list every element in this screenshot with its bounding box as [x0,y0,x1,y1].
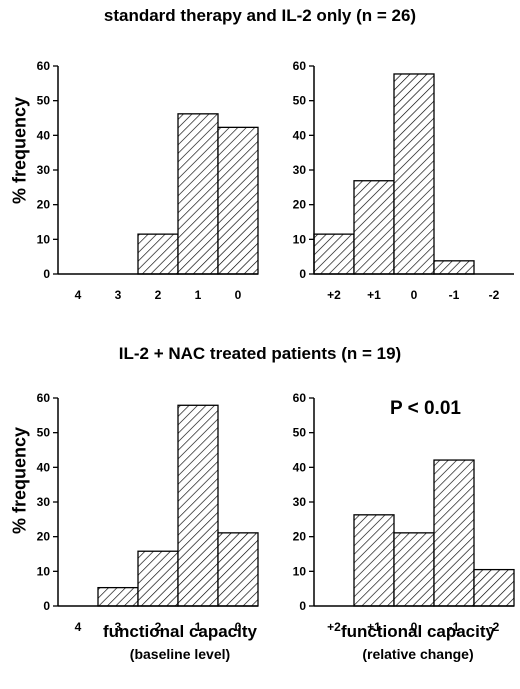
y-tick-label: 40 [37,128,51,142]
y-tick-label: 10 [293,232,307,246]
x-tick-label: 0 [235,620,242,634]
y-tick-label: 50 [37,94,51,108]
x-tick-label: -2 [489,620,500,634]
xsub-left: (baseline level) [129,646,231,662]
x-tick-label: 4 [75,288,82,302]
bottom-section-title: IL-2 + NAC treated patients (n = 19) [118,344,402,363]
x-tick-label: +2 [327,620,341,634]
bar-0 [393,532,435,607]
y-tick-label: 30 [37,495,51,509]
y-tick-label: 40 [37,460,51,474]
y-tick-label: 60 [37,59,51,73]
y-tick-label: 20 [293,198,307,212]
bar-plus2 [313,233,355,275]
bar-3 [97,586,139,607]
y-tick-label: 0 [43,267,50,281]
bar-0 [217,532,259,607]
bar-2 [137,550,179,607]
xlabel-right: functional capacity [341,622,495,641]
y-tick-label: 50 [293,94,307,108]
x-tick-label: -1 [449,620,460,634]
y-tick-label: 10 [37,564,51,578]
y-tick-label: 30 [293,163,307,177]
y-tick-label: 0 [43,599,50,613]
x-tick-label: 4 [75,620,82,634]
y-tick-label: 0 [299,599,306,613]
bar-minus1 [433,459,475,607]
y-tick-label: 30 [37,163,51,177]
y-tick-label: 60 [293,59,307,73]
bar-1 [177,404,219,607]
y-tick-label: 0 [299,267,306,281]
x-tick-label: 0 [411,620,418,634]
bar-minus1 [433,260,475,275]
x-tick-label: +1 [367,288,381,302]
bar-plus1 [353,514,395,607]
y-tick-label: 50 [293,426,307,440]
bar-plus1 [353,180,395,275]
y-tick-label: 40 [293,128,307,142]
y-tick-label: 60 [293,391,307,405]
x-tick-label: 1 [195,288,202,302]
x-tick-label: +2 [327,288,341,302]
p-value-annotation: P < 0.01 [390,398,461,419]
top-section-title: standard therapy and IL-2 only (n = 26) [103,6,417,25]
xlabel-left: functional capacity [103,622,257,641]
y-tick-label: 20 [37,198,51,212]
y-tick-label: 40 [293,460,307,474]
x-tick-label: 3 [115,620,122,634]
x-tick-label: 3 [115,288,122,302]
x-tick-label: -1 [449,288,460,302]
bar-1 [177,113,219,275]
x-tick-label: +1 [367,620,381,634]
bar-minus2 [473,568,515,607]
x-tick-label: 0 [235,288,242,302]
y-tick-label: 30 [293,495,307,509]
chart-4: 0 10 20 30 40 50 60 +2 +1 0 -1 -2 [293,391,515,634]
x-tick-label: 0 [411,288,418,302]
bar-0 [217,126,259,275]
y-tick-label: 60 [37,391,51,405]
x-tick-label: 2 [155,288,162,302]
x-tick-label: 2 [155,620,162,634]
y-tick-label: 50 [37,426,51,440]
y-tick-label: 10 [37,232,51,246]
y-tick-label: 10 [293,564,307,578]
xsub-right: (relative change) [362,646,474,662]
bar-2 [137,233,179,275]
bar-0 [393,73,435,275]
y-tick-label: 20 [293,530,307,544]
chart-2: 0 10 20 30 40 50 60 +2 +1 0 -1 -2 [293,59,514,302]
y-tick-label: 20 [37,530,51,544]
x-tick-label: 1 [195,620,202,634]
x-tick-label: -2 [489,288,500,302]
